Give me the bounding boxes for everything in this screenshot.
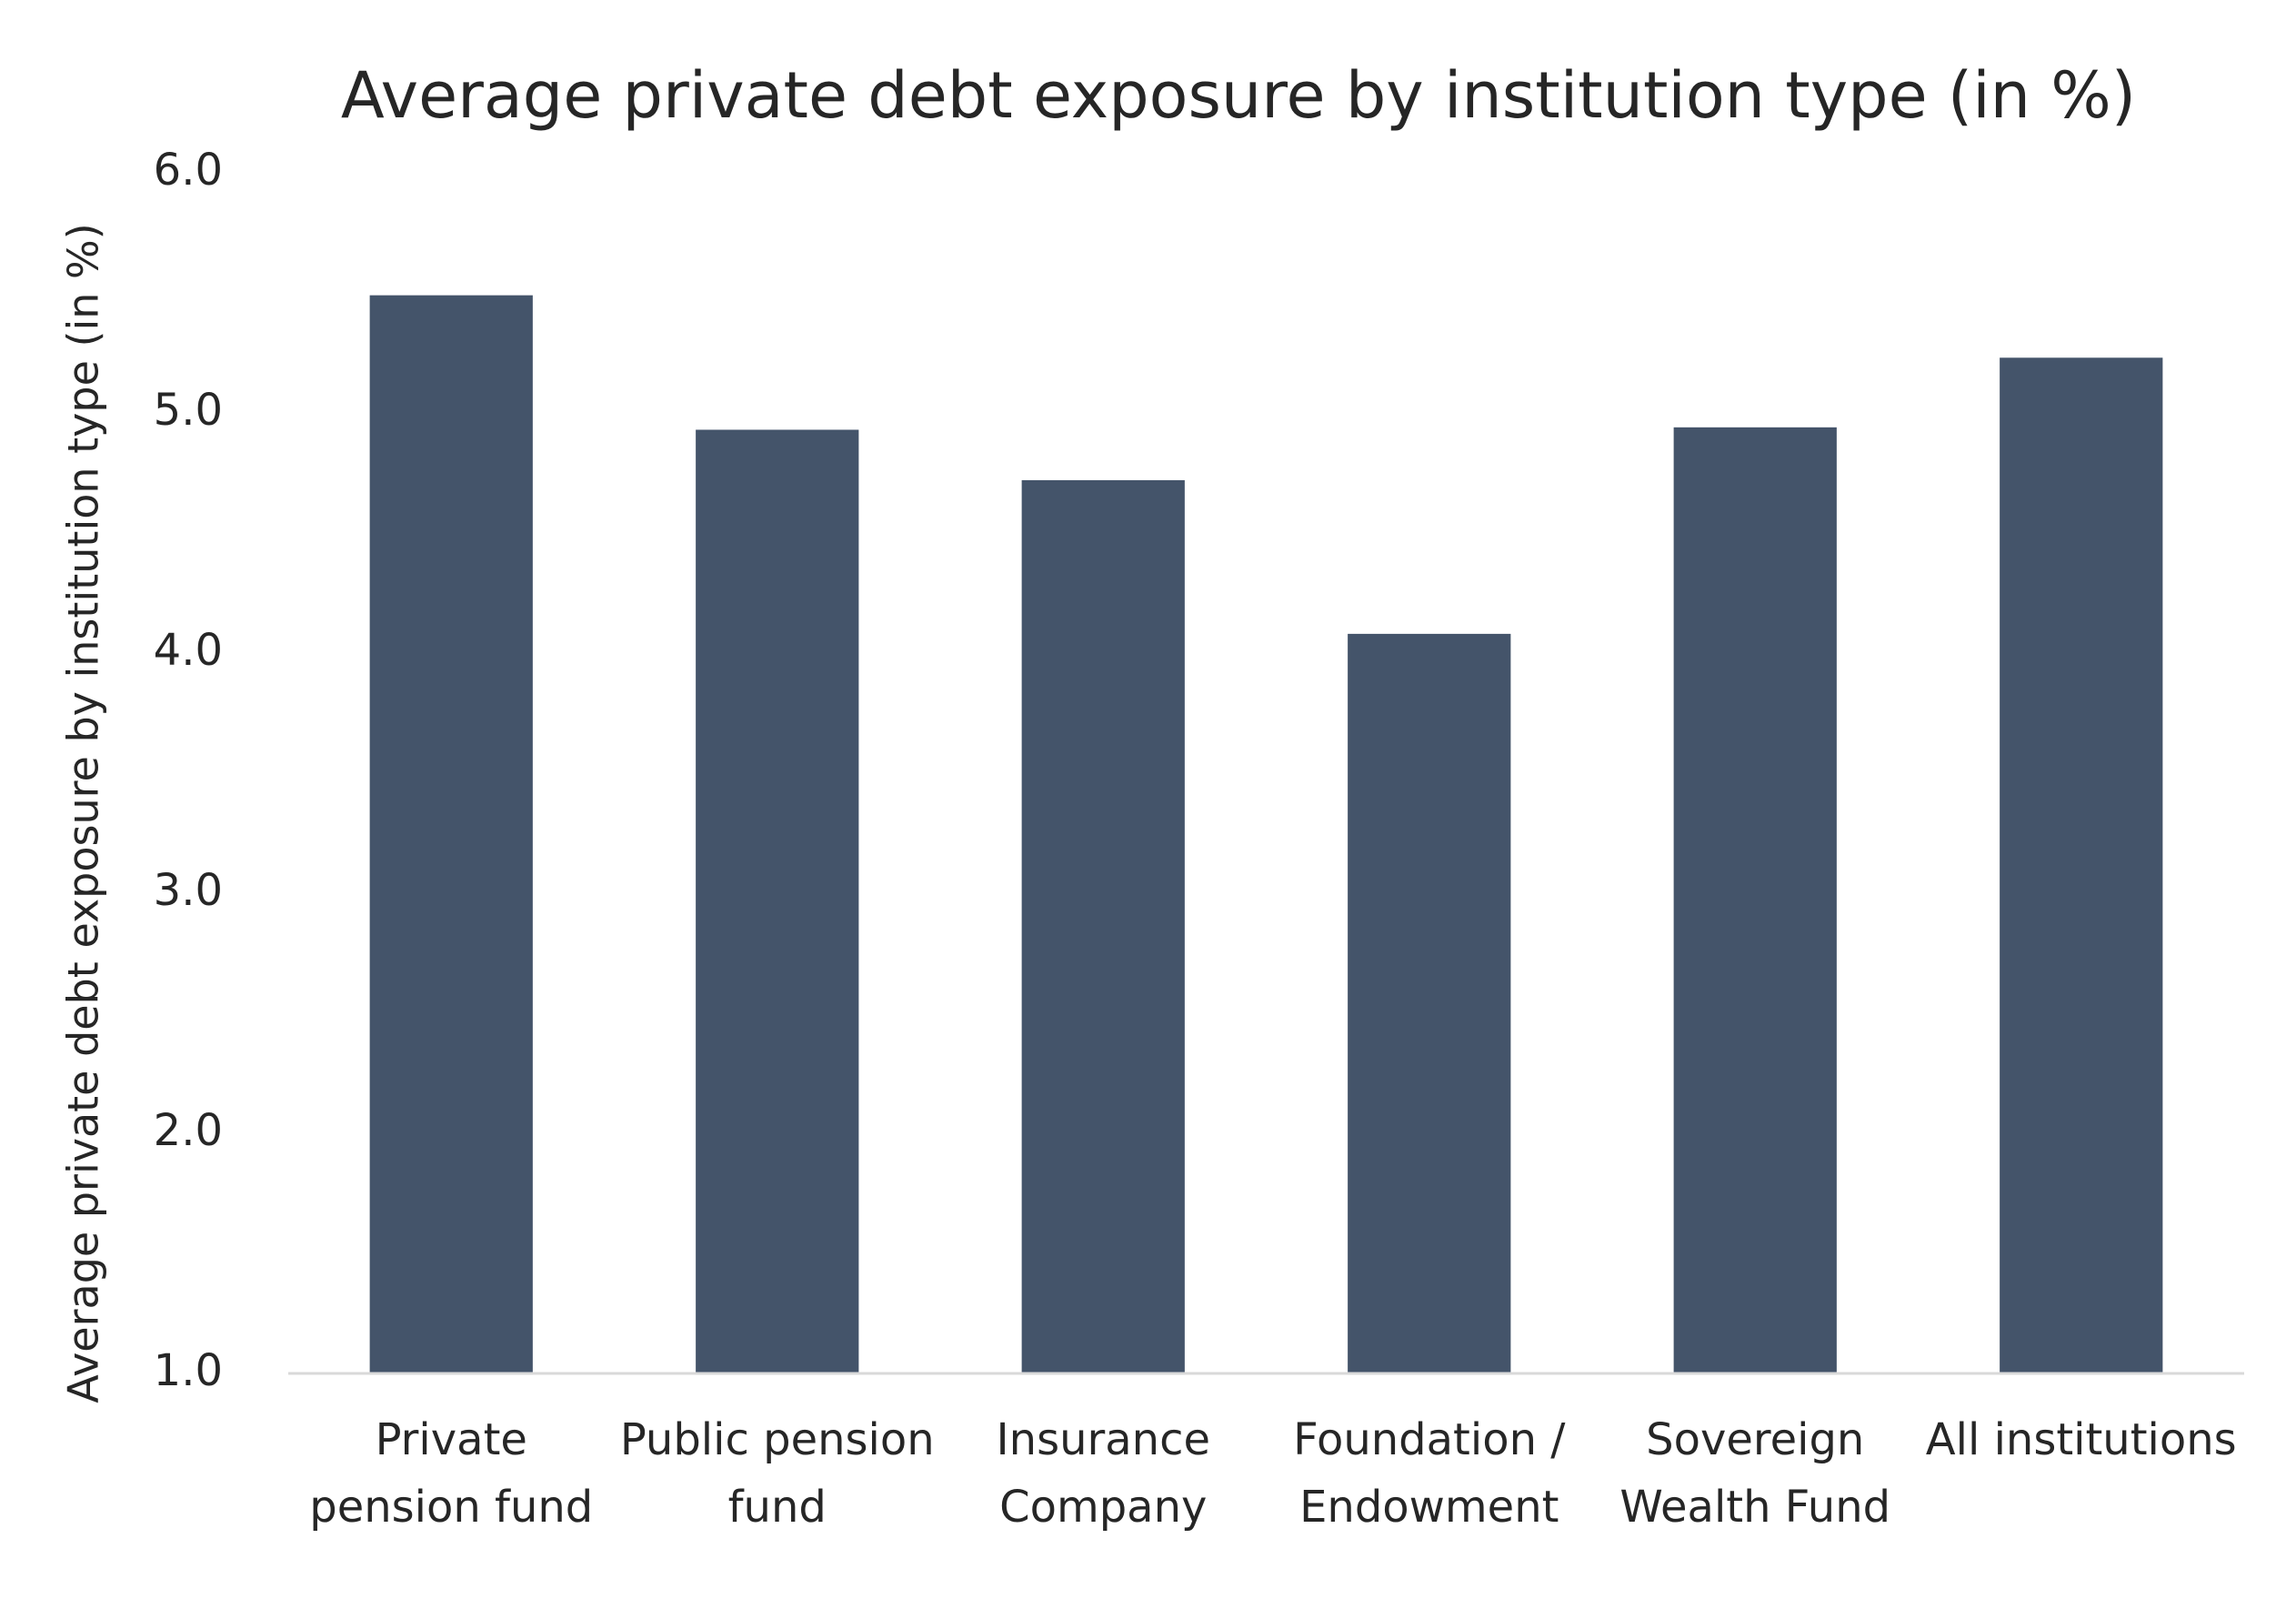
x-tick-label: Insurance Company [997,1414,1211,1533]
bar [1021,479,1185,1373]
x-tick-label: All institutions [1926,1414,2237,1465]
bar [2000,357,2163,1373]
x-tick-label: Public pension fund [620,1414,935,1533]
bar [1673,427,1837,1374]
bar [1348,633,1511,1373]
x-tick-label: Private pension fund [309,1414,593,1533]
y-tick-label: 1.0 [154,1345,223,1396]
y-tick-label: 3.0 [154,865,223,916]
chart-title: Average private debt exposure by institu… [341,58,2136,133]
bar [696,429,859,1374]
y-tick-label: 4.0 [154,625,223,676]
x-tick-label: Sovereign Wealth Fund [1619,1414,1890,1533]
y-tick-label: 5.0 [154,385,223,436]
y-tick-label: 6.0 [154,145,223,196]
y-tick-label: 2.0 [154,1105,223,1156]
y-axis-label: Average private debt exposure by institu… [59,223,108,1403]
x-tick-label: Foundation / Endowment [1293,1414,1566,1533]
bar [369,295,533,1373]
